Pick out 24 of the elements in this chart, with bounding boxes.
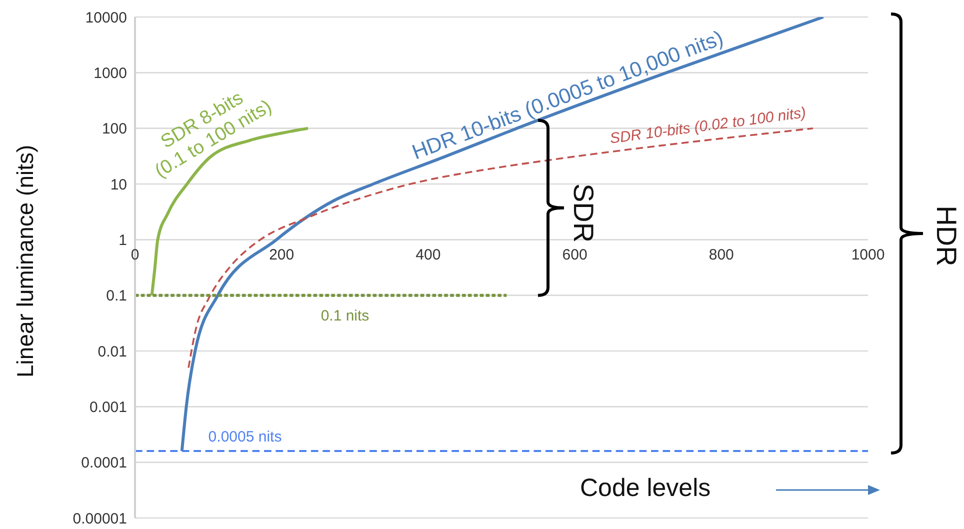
text: SDR 10-bits (0.02 to 100 nits) [608,104,808,148]
x-tick-label: 0 [130,246,140,264]
y-tick-label: 1 [118,232,127,249]
y-tick-label: 1000 [94,64,127,82]
y-tick-label: 0.001 [89,398,127,416]
y-tick-label: 0.01 [98,343,127,360]
y-tick-label: 10 [110,176,127,194]
x-tick-label: 1000 [851,246,885,264]
y-tick-label: 0.00001 [72,510,127,528]
y-tick-label: 10000 [85,9,127,26]
y-tick-label: 0.1 [106,288,127,305]
y-axis-title: Linear luminance (nits) [12,144,38,378]
x-tick-label: 800 [708,246,734,264]
annotation: SDR [567,183,599,243]
series-label: 0.0005 nits [208,428,282,446]
text: HDR [930,206,962,266]
y-tick-label: 0.0001 [81,454,127,472]
x-tick-label: 600 [562,246,588,264]
x-tick-label: 400 [416,246,441,264]
y-tick-label: 100 [102,120,127,138]
series-label: 0.1 nits [320,307,370,325]
x-tick-label: 200 [269,246,294,264]
x-axis-title: Code levels [580,474,711,503]
text: SDR 8-bits (0.1 to 100 nits) [150,86,276,183]
